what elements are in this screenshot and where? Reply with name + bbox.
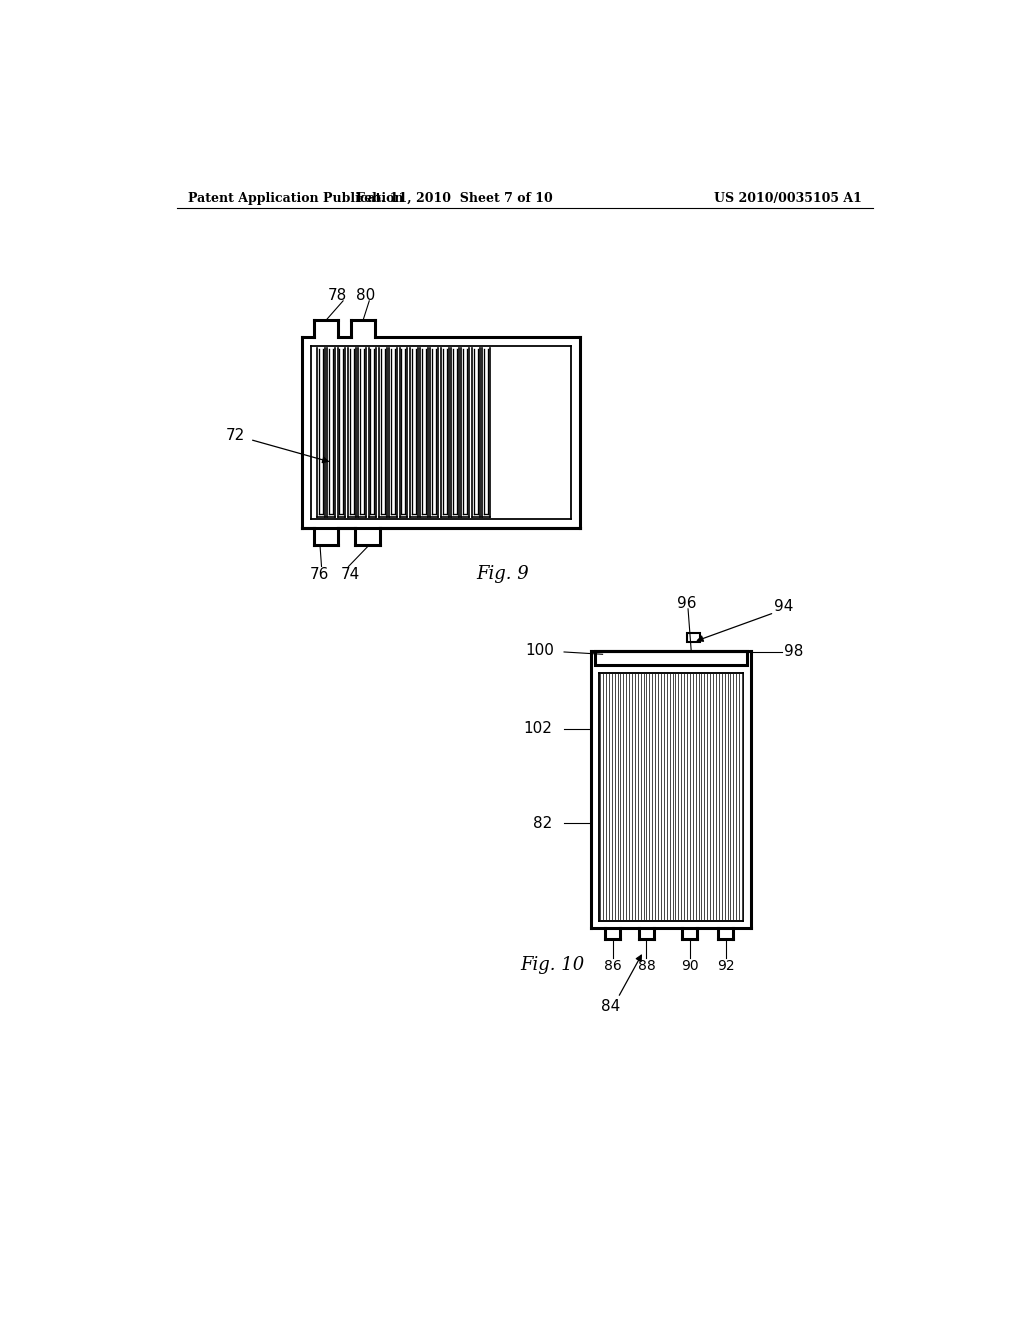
Text: Patent Application Publication: Patent Application Publication bbox=[188, 191, 403, 205]
Text: 94: 94 bbox=[774, 599, 794, 614]
FancyBboxPatch shape bbox=[595, 651, 748, 665]
Text: 92: 92 bbox=[717, 960, 734, 973]
Text: 74: 74 bbox=[340, 566, 359, 582]
Text: 78: 78 bbox=[328, 288, 346, 304]
Text: 84: 84 bbox=[601, 999, 621, 1015]
Text: US 2010/0035105 A1: US 2010/0035105 A1 bbox=[714, 191, 862, 205]
Text: 88: 88 bbox=[638, 960, 655, 973]
Text: 96: 96 bbox=[677, 595, 696, 611]
Text: 90: 90 bbox=[681, 960, 698, 973]
Text: 80: 80 bbox=[355, 288, 375, 304]
Text: 100: 100 bbox=[525, 643, 554, 657]
Text: 76: 76 bbox=[309, 566, 329, 582]
Text: Fig. 10: Fig. 10 bbox=[520, 957, 585, 974]
Text: 72: 72 bbox=[225, 428, 245, 444]
Text: 86: 86 bbox=[604, 960, 622, 973]
Text: Fig. 9: Fig. 9 bbox=[476, 565, 528, 583]
Bar bbox=[686, 632, 700, 642]
Text: Feb. 11, 2010  Sheet 7 of 10: Feb. 11, 2010 Sheet 7 of 10 bbox=[355, 191, 552, 205]
Text: 98: 98 bbox=[783, 644, 803, 660]
Text: 82: 82 bbox=[534, 816, 553, 830]
Text: 102: 102 bbox=[523, 721, 553, 737]
